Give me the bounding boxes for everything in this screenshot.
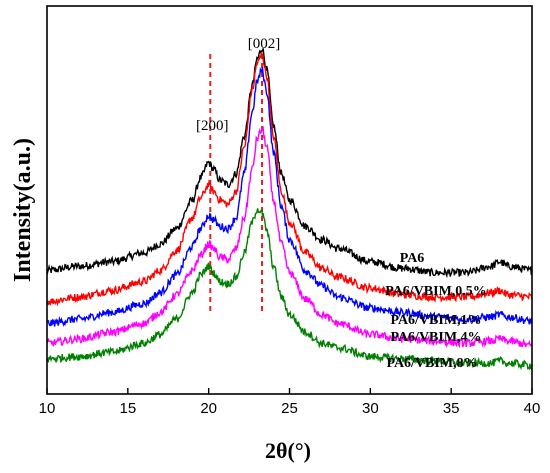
x-axis-title: 2θ(°) bbox=[265, 438, 311, 463]
x-tick-label-2: 15 bbox=[119, 400, 136, 417]
x-tick-label-5: 30 bbox=[362, 400, 379, 417]
reference-label-1: [200] bbox=[196, 118, 229, 134]
series-label-4: PA6/VBIM,4% bbox=[390, 330, 481, 345]
series-line-3 bbox=[46, 66, 533, 328]
x-tick-label-3: 20 bbox=[200, 400, 217, 417]
series-label-3: PA6/VBIM,1% bbox=[390, 313, 481, 328]
reference-label-2: [002] bbox=[248, 36, 281, 52]
x-tick-label-4: 25 bbox=[281, 400, 298, 417]
series-line-4 bbox=[46, 125, 533, 349]
y-axis-title: Intensity(a.u.) bbox=[10, 138, 36, 282]
x-tick-label-7: 40 bbox=[524, 400, 541, 417]
series-line-5 bbox=[46, 208, 533, 371]
reference-lines: [200] [002] bbox=[196, 36, 280, 312]
series-label-2: PA6/VBIM,0.5% bbox=[385, 284, 487, 299]
x-tick-label-1: 10 bbox=[39, 400, 56, 417]
series-layer bbox=[46, 48, 533, 371]
series-label-1: PA6 bbox=[400, 251, 425, 266]
series-labels: PA6 PA6/VBIM,0.5% PA6/VBIM,1% PA6/VBIM,4% PA… bbox=[385, 251, 487, 371]
series-line-2 bbox=[46, 52, 533, 307]
x-tick-label-6: 35 bbox=[443, 400, 460, 417]
axes: 10 15 20 25 30 35 40 bbox=[39, 5, 541, 417]
series-label-5: PA6/VBIM,8% bbox=[386, 356, 477, 371]
series-line-1 bbox=[46, 48, 533, 279]
